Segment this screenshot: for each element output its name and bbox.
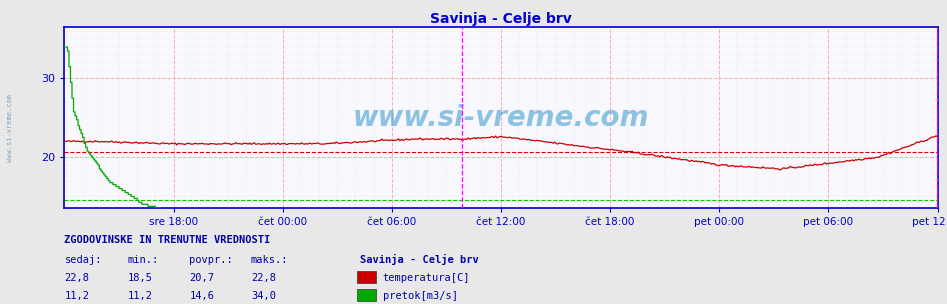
- Text: temperatura[C]: temperatura[C]: [383, 273, 470, 283]
- Title: Savinja - Celje brv: Savinja - Celje brv: [430, 12, 572, 26]
- Text: ZGODOVINSKE IN TRENUTNE VREDNOSTI: ZGODOVINSKE IN TRENUTNE VREDNOSTI: [64, 235, 271, 245]
- Text: 22,8: 22,8: [64, 273, 89, 283]
- Text: 20,7: 20,7: [189, 273, 214, 283]
- Text: pretok[m3/s]: pretok[m3/s]: [383, 292, 457, 301]
- Text: 34,0: 34,0: [251, 292, 276, 302]
- Text: min.:: min.:: [128, 255, 159, 265]
- Text: sedaj:: sedaj:: [64, 255, 102, 265]
- Text: www.si-vreme.com: www.si-vreme.com: [352, 104, 650, 132]
- Text: 18,5: 18,5: [128, 273, 152, 283]
- Text: Savinja - Celje brv: Savinja - Celje brv: [360, 254, 478, 265]
- Text: povpr.:: povpr.:: [189, 255, 233, 265]
- Text: www.si-vreme.com: www.si-vreme.com: [8, 94, 13, 162]
- Text: 22,8: 22,8: [251, 273, 276, 283]
- Text: 14,6: 14,6: [189, 292, 214, 302]
- Text: 11,2: 11,2: [128, 292, 152, 302]
- Text: maks.:: maks.:: [251, 255, 289, 265]
- Text: 11,2: 11,2: [64, 292, 89, 302]
